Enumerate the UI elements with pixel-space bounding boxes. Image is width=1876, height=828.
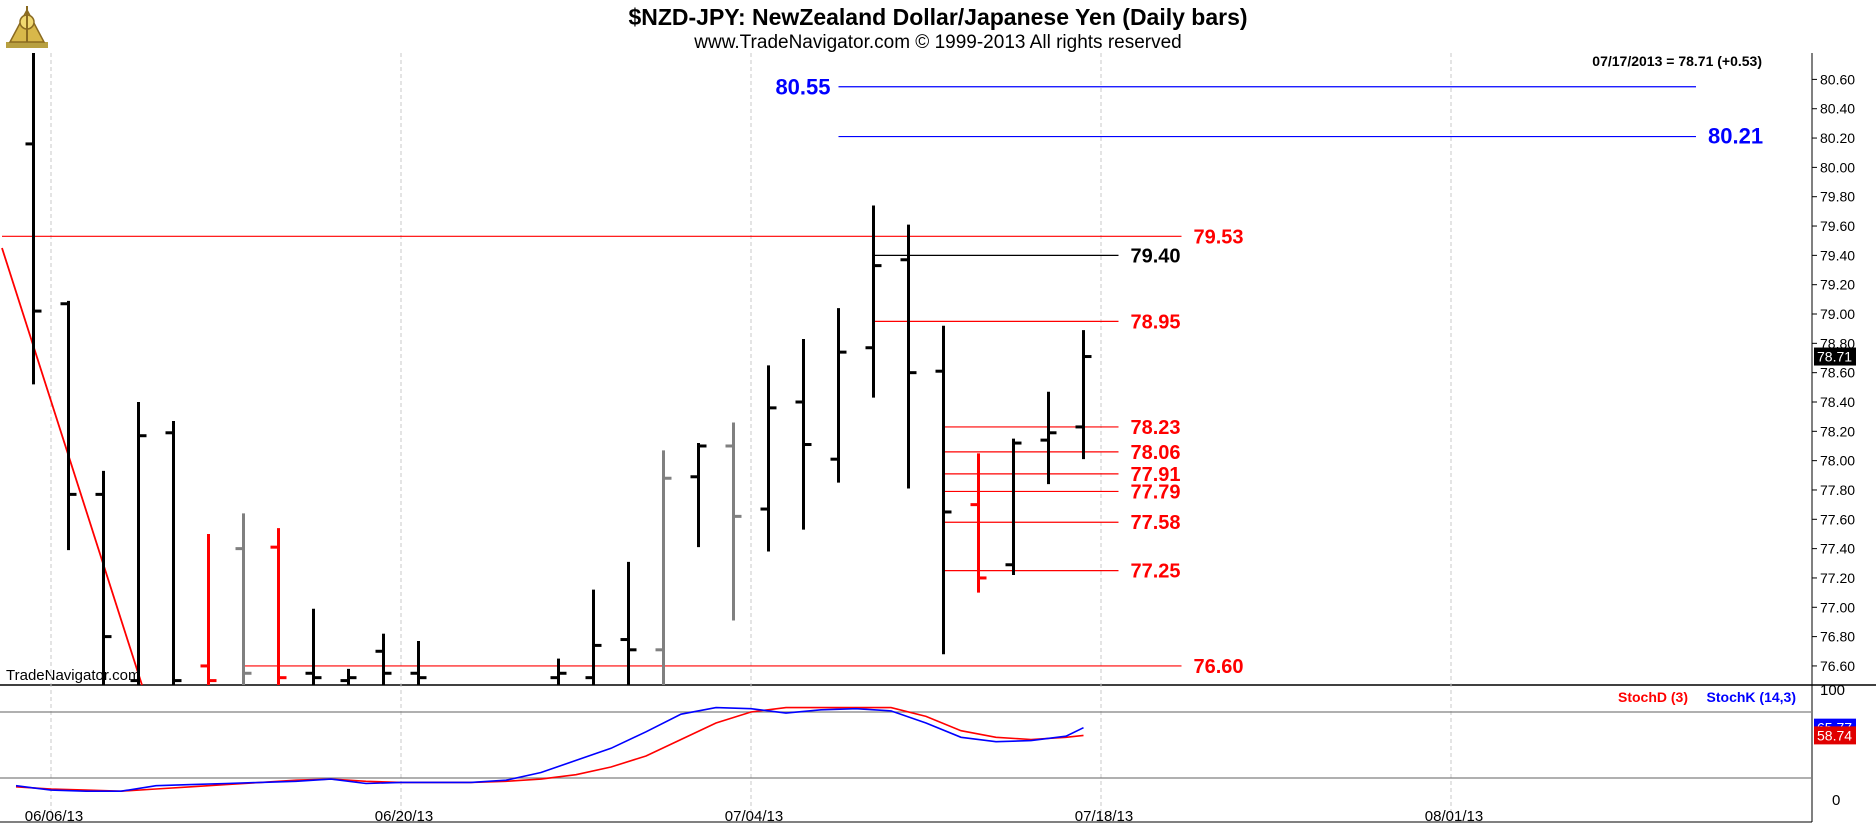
y-tick-label: 80.00 — [1820, 159, 1855, 175]
y-tick-label: 80.60 — [1820, 71, 1855, 87]
level-label-80.21: 80.21 — [1708, 124, 1763, 149]
legend-stochk: StochK (14,3) — [1707, 689, 1796, 705]
y-tick-label: 80.20 — [1820, 130, 1855, 146]
y-tick-label: 80.40 — [1820, 101, 1855, 117]
y-tick-label: 77.40 — [1820, 541, 1855, 557]
last-price-tag — [1814, 347, 1856, 366]
y-tick-label: 77.00 — [1820, 599, 1855, 615]
trade-navigator-logo — [6, 6, 48, 48]
level-label-78.23: 78.23 — [1131, 417, 1181, 439]
trend-line — [1, 247, 143, 686]
level-label-78.06: 78.06 — [1131, 442, 1181, 464]
last-price-tag-label: 78.71 — [1817, 349, 1852, 365]
y-tick-label: 78.40 — [1820, 394, 1855, 410]
level-label-78.95: 78.95 — [1131, 311, 1181, 333]
osc-y-tick-label: 100 — [1820, 682, 1845, 699]
y-tick-label: 79.40 — [1820, 247, 1855, 263]
level-label-77.79: 77.79 — [1131, 481, 1181, 503]
y-tick-label: 78.20 — [1820, 423, 1855, 439]
level-label-77.58: 77.58 — [1131, 512, 1181, 534]
stoch-line-0 — [15, 706, 1084, 793]
y-tick-label: 79.60 — [1820, 218, 1855, 234]
chart-title: $NZD-JPY: NewZealand Dollar/Japanese Yen… — [628, 4, 1248, 30]
watermark: TradeNavigator.com — [6, 667, 141, 684]
y-tick-label: 78.00 — [1820, 453, 1855, 469]
level-label-77.25: 77.25 — [1131, 561, 1181, 583]
x-tick-label: 07/18/13 — [1075, 808, 1133, 825]
x-tick-label: 06/20/13 — [375, 808, 433, 825]
x-tick-label: 07/04/13 — [725, 808, 783, 825]
y-tick-label: 78.80 — [1820, 335, 1855, 351]
y-tick-label: 77.20 — [1820, 570, 1855, 586]
osc-y-tick-label: 0 — [1832, 792, 1840, 809]
y-tick-label: 77.80 — [1820, 482, 1855, 498]
y-tick-label: 76.60 — [1820, 658, 1855, 674]
level-label-79.53: 79.53 — [1194, 226, 1244, 248]
stochd-value-tag — [1814, 726, 1856, 745]
level-label-76.60: 76.60 — [1194, 656, 1244, 678]
level-label-79.40: 79.40 — [1131, 245, 1181, 267]
level-label-77.91: 77.91 — [1131, 464, 1181, 486]
y-tick-label: 79.20 — [1820, 277, 1855, 293]
chart-subtitle: www.TradeNavigator.com © 1999-2013 All r… — [694, 32, 1182, 53]
y-tick-label: 79.00 — [1820, 306, 1855, 322]
y-tick-label: 76.80 — [1820, 629, 1855, 645]
y-tick-label: 79.80 — [1820, 189, 1855, 205]
x-tick-label: 06/06/13 — [25, 808, 83, 825]
y-tick-label: 78.60 — [1820, 365, 1855, 381]
y-tick-label: 77.60 — [1820, 511, 1855, 527]
level-label-80.55: 80.55 — [775, 75, 830, 100]
stochd-value-label: 58.74 — [1817, 727, 1852, 743]
legend-stochd: StochD (3) — [1618, 689, 1688, 705]
x-tick-label: 08/01/13 — [1425, 808, 1483, 825]
stoch-line-1 — [15, 706, 1084, 793]
info-line: 07/17/2013 = 78.71 (+0.53) — [1592, 53, 1762, 69]
